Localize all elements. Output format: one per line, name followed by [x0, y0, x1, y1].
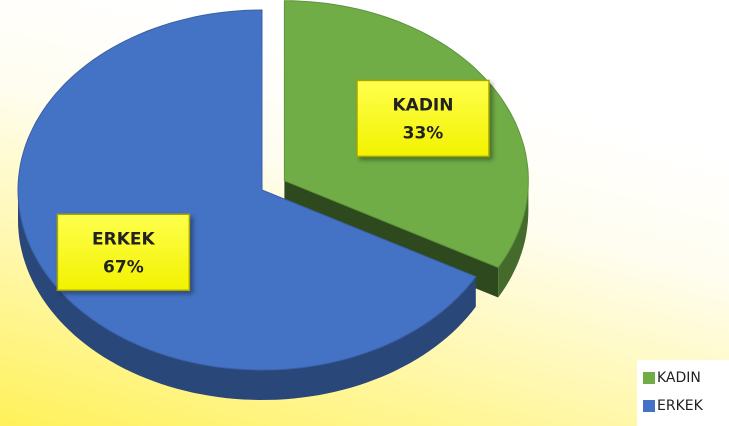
- label-value: 33%: [403, 123, 444, 143]
- legend-box: [637, 360, 729, 426]
- slice-side: [18, 190, 476, 400]
- legend: KADIN ERKEK: [637, 360, 729, 426]
- slice-side: [498, 180, 529, 298]
- data-label: KADIN 33%: [356, 79, 490, 158]
- legend-label: KADIN: [657, 370, 701, 386]
- label-category: KADIN: [392, 95, 453, 115]
- label-category: ERKEK: [92, 229, 155, 249]
- label-value: 67%: [103, 257, 144, 277]
- legend-label: ERKEK: [657, 398, 704, 414]
- legend-swatch: [643, 400, 655, 412]
- legend-swatch: [643, 372, 655, 384]
- label-box: [56, 213, 191, 292]
- data-label: ERKEK 67%: [56, 213, 191, 292]
- label-box: [356, 79, 490, 158]
